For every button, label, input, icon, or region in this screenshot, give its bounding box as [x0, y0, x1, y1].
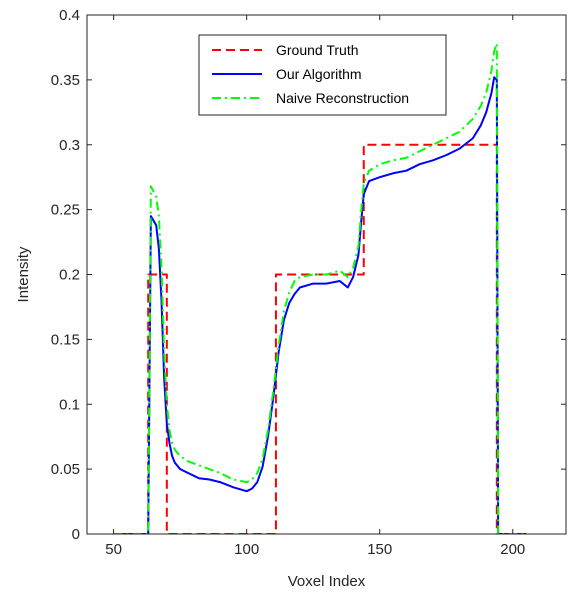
y-tick-label: 0.35	[51, 72, 80, 89]
y-tick-label: 0.3	[59, 137, 80, 154]
y-tick-label: 0.2	[59, 267, 80, 284]
y-tick-label: 0.15	[51, 331, 80, 348]
y-axis: 0 0.05 0.1 0.15 0.2 0.25 0.3 0.35 0.4	[51, 7, 566, 543]
x-tick-label: 200	[500, 541, 525, 558]
x-axis-label: Voxel Index	[288, 573, 366, 590]
y-tick-label: 0.1	[59, 396, 80, 413]
series-line-our-algorithm	[113, 76, 527, 534]
y-tick-label: 0.4	[59, 7, 80, 24]
x-tick-label: 150	[367, 541, 392, 558]
series-line-naive-reconstruction	[113, 42, 527, 534]
y-tick-label: 0.05	[51, 461, 80, 478]
legend-label: Our Algorithm	[276, 66, 362, 82]
series-layer	[113, 42, 527, 534]
x-axis: 50 100 150 200	[105, 15, 525, 558]
y-tick-label: 0.25	[51, 202, 80, 219]
legend: Ground Truth Our Algorithm Naive Reconstru…	[198, 34, 447, 116]
y-tick-label: 0	[72, 526, 80, 543]
x-tick-label: 50	[105, 541, 122, 558]
legend-label: Ground Truth	[276, 42, 359, 58]
x-tick-label: 100	[234, 541, 259, 558]
y-axis-label: Intensity	[15, 246, 32, 302]
series-line-ground-truth	[113, 143, 527, 534]
legend-label: Naive Reconstruction	[276, 90, 409, 106]
